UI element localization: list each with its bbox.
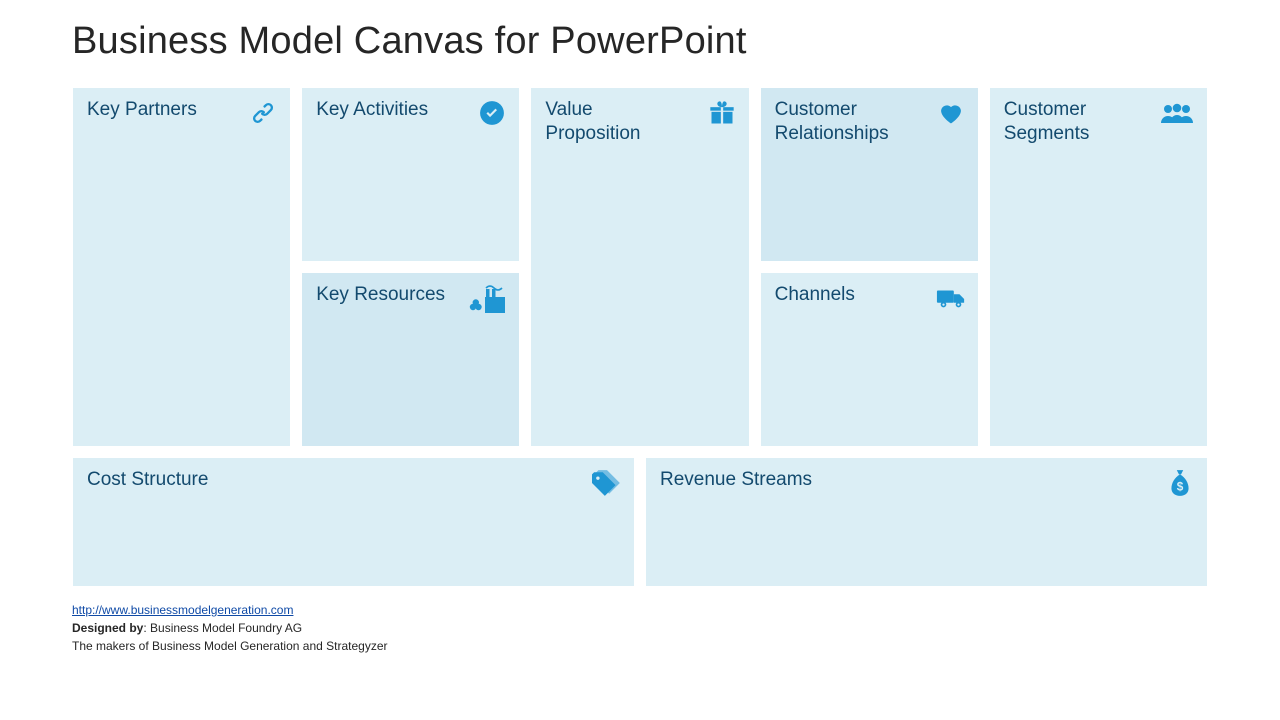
check-icon	[477, 98, 507, 128]
block-label: Customer Segments	[1004, 98, 1142, 146]
block-value-proposition: Value Proposition	[530, 87, 749, 447]
block-key-activities: Key Activities	[301, 87, 520, 262]
footer-designed-by-label: Designed by	[72, 621, 143, 635]
block-revenue-streams: Revenue Streams $	[645, 457, 1208, 587]
tag-icon	[592, 468, 622, 498]
footer-designed-by-value: : Business Model Foundry AG	[143, 621, 302, 635]
block-key-partners: Key Partners	[72, 87, 291, 447]
block-customer-relationships: Customer Relationships	[760, 87, 979, 262]
block-label: Customer Relationships	[775, 98, 913, 146]
link-icon	[248, 98, 278, 128]
svg-text:$: $	[1177, 481, 1184, 494]
block-customer-segments: Customer Segments	[989, 87, 1208, 447]
block-label: Value Proposition	[545, 98, 683, 146]
footer-tagline: The makers of Business Model Generation …	[72, 639, 388, 653]
factory-icon	[467, 283, 507, 317]
block-label: Key Resources	[316, 283, 445, 307]
block-cost-structure: Cost Structure	[72, 457, 635, 587]
block-label: Channels	[775, 283, 855, 307]
page-title: Business Model Canvas for PowerPoint	[72, 20, 1208, 63]
block-label: Cost Structure	[87, 468, 208, 492]
block-label: Key Partners	[87, 98, 197, 122]
footer-link[interactable]: http://www.businessmodelgeneration.com	[72, 603, 293, 617]
people-icon	[1159, 98, 1195, 128]
moneybag-icon: $	[1165, 468, 1195, 498]
truck-icon	[936, 283, 966, 313]
business-model-canvas: Key Partners Key Activities Key Resource…	[72, 87, 1208, 587]
block-channels: Channels	[760, 272, 979, 447]
block-label: Key Activities	[316, 98, 428, 122]
block-key-resources: Key Resources	[301, 272, 520, 447]
gift-icon	[707, 98, 737, 128]
footer: http://www.businessmodelgeneration.com D…	[72, 601, 1208, 655]
heart-icon	[936, 98, 966, 128]
block-label: Revenue Streams	[660, 468, 812, 492]
